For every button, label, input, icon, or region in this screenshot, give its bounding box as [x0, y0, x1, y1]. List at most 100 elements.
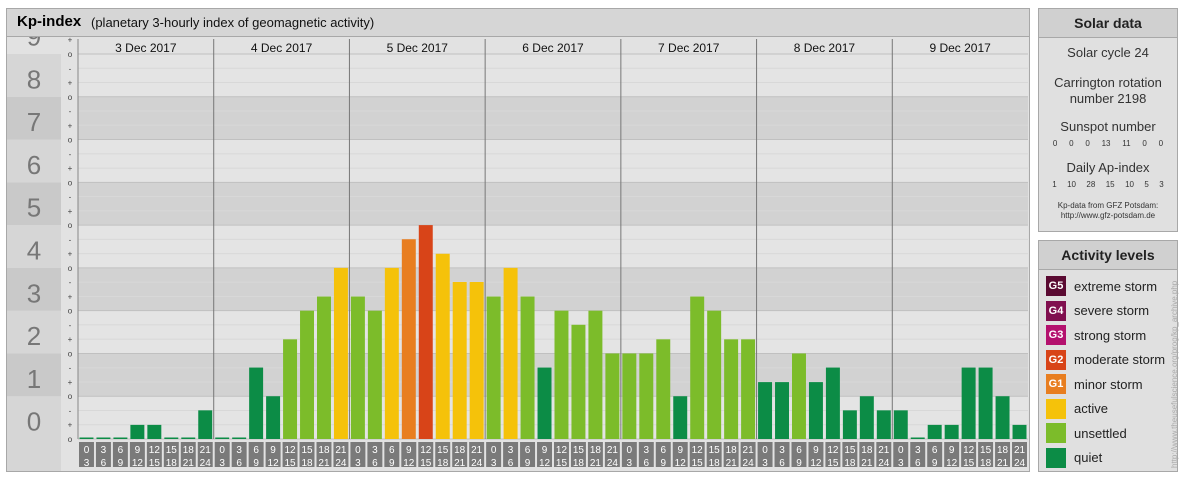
interval-box [893, 442, 909, 467]
interval-box [231, 442, 247, 467]
y-minor-mark: - [69, 364, 72, 373]
kp-bar [927, 424, 942, 439]
y-minor-mark: - [69, 64, 72, 73]
interval-box [995, 442, 1011, 467]
interval-start-label: 3 [508, 445, 514, 456]
level-active: active [1046, 398, 1108, 419]
interval-box [740, 442, 756, 467]
interval-end-label: 21 [318, 458, 330, 469]
interval-box [486, 442, 502, 467]
interval-start-label: 3 [236, 445, 242, 456]
interval-end-label: 12 [132, 458, 144, 469]
date-label: 3 Dec 2017 [115, 41, 177, 55]
kp-bar [792, 353, 806, 439]
interval-start-label: 12 [556, 445, 568, 456]
interval-start-label: 15 [166, 445, 178, 456]
kp-bar [520, 296, 535, 439]
y-minor-mark: o [68, 264, 73, 273]
kp-bar [130, 424, 145, 439]
level-label: strong storm [1074, 327, 1147, 343]
interval-start-label: 0 [84, 445, 90, 456]
y-minor-mark: o [68, 136, 73, 145]
interval-start-label: 15 [301, 445, 313, 456]
chart-subtitle: (planetary 3-hourly index of geomagnetic… [91, 15, 375, 30]
interval-end-label: 12 [268, 458, 280, 469]
y-minor-mark: + [68, 250, 73, 259]
band-level [78, 353, 1028, 397]
interval-box [706, 442, 722, 467]
level-extreme-storm: G5 extreme storm [1046, 276, 1157, 296]
kp-bar [775, 382, 789, 439]
kp-bar [825, 367, 840, 439]
interval-box [503, 442, 519, 467]
kp-bar [944, 424, 959, 439]
y-minor-mark: - [69, 150, 72, 159]
y-tick-label: 2 [27, 321, 41, 351]
interval-end-label: 15 [963, 458, 975, 469]
interval-end-label: 15 [692, 458, 704, 469]
y-minor-mark: + [68, 207, 73, 216]
interval-start-label: 12 [827, 445, 839, 456]
interval-box [655, 442, 671, 467]
ap-value: 3 [1159, 180, 1164, 189]
kp-bar [418, 225, 433, 439]
y-minor-mark: + [68, 421, 73, 430]
kp-bar [215, 437, 230, 439]
interval-box [299, 442, 315, 467]
y-axis-band [7, 439, 61, 471]
interval-start-label: 0 [762, 445, 768, 456]
kp-bar [503, 267, 518, 439]
y-tick-label: 5 [27, 193, 41, 223]
interval-box [570, 442, 586, 467]
interval-box [367, 442, 383, 467]
level-badge: G5 [1046, 276, 1066, 296]
interval-start-label: 9 [270, 445, 276, 456]
interval-box [469, 442, 485, 467]
kp-bar [741, 339, 756, 439]
y-minor-mark: - [69, 278, 72, 287]
interval-box [638, 442, 654, 467]
interval-start-label: 9 [813, 445, 819, 456]
interval-end-label: 9 [796, 458, 802, 469]
interval-start-label: 0 [627, 445, 633, 456]
y-minor-mark: - [69, 321, 72, 330]
interval-box [554, 442, 569, 467]
interval-box [774, 442, 790, 467]
level-unsettled: unsettled [1046, 423, 1127, 443]
interval-start-label: 3 [101, 445, 107, 456]
interval-start-label: 6 [660, 445, 666, 456]
interval-box [95, 442, 111, 467]
kp-bar [435, 253, 450, 439]
interval-box [282, 442, 298, 467]
kp-bar [707, 310, 722, 439]
interval-start-label: 12 [692, 445, 704, 456]
interval-box [808, 442, 824, 467]
interval-start-label: 0 [491, 445, 497, 456]
y-minor-mark: - [69, 406, 72, 415]
interval-start-label: 18 [861, 445, 873, 456]
y-minor-mark: o [68, 435, 73, 444]
sunspot-values: 0 0 0 13 11 0 0 [1039, 139, 1177, 148]
kp-bar [842, 410, 857, 439]
band-level [78, 54, 1028, 97]
interval-box [621, 442, 637, 467]
interval-end-label: 3 [627, 458, 633, 469]
y-minor-mark: + [68, 335, 73, 344]
interval-end-label: 18 [166, 458, 178, 469]
interval-box [927, 442, 943, 467]
kp-bar [571, 324, 586, 439]
interval-start-label: 9 [406, 445, 412, 456]
interval-end-label: 9 [932, 458, 938, 469]
level-moderate-storm: G2 moderate storm [1046, 349, 1165, 370]
source-link[interactable]: http://www.gfz-potsdam.de [1060, 211, 1156, 220]
interval-start-label: 6 [118, 445, 124, 456]
interval-start-label: 3 [779, 445, 785, 456]
interval-start-label: 15 [844, 445, 856, 456]
kp-bar [367, 310, 382, 439]
interval-start-label: 9 [135, 445, 141, 456]
level-badge: G4 [1046, 300, 1066, 321]
interval-box [180, 442, 196, 467]
kp-bar [300, 310, 314, 439]
interval-end-label: 6 [644, 458, 650, 469]
interval-start-label: 15 [709, 445, 721, 456]
